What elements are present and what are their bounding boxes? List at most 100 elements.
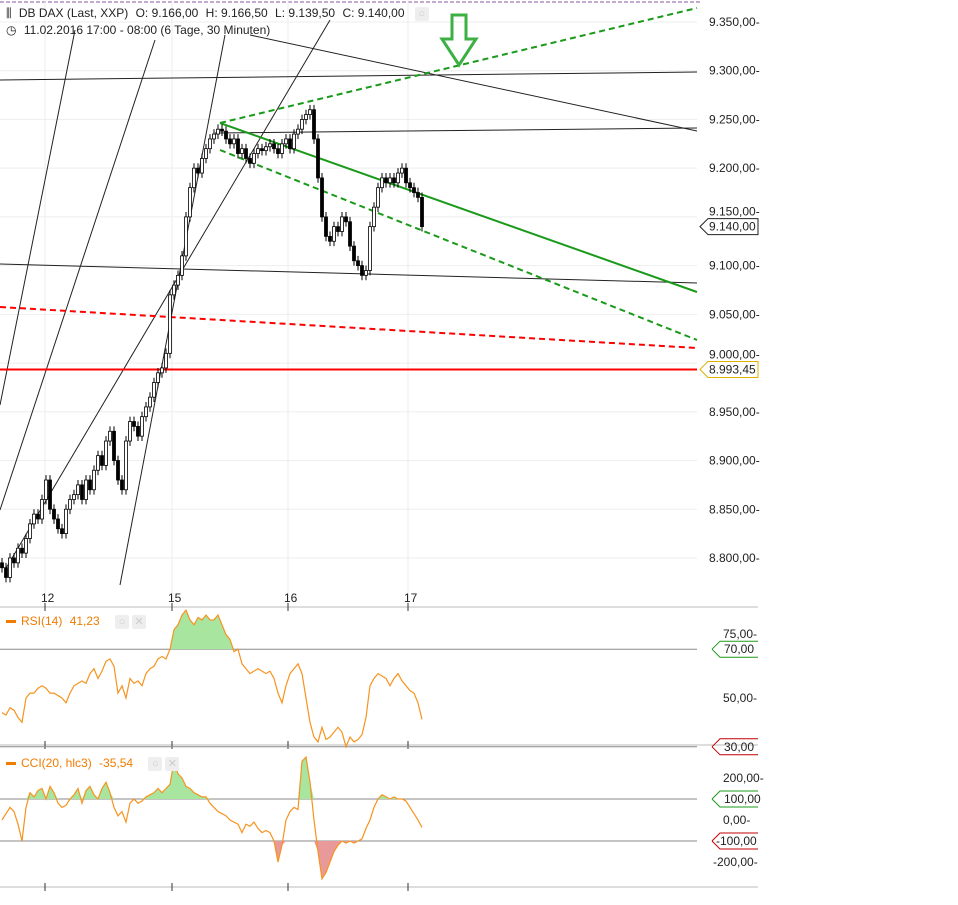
candle-body	[388, 177, 392, 184]
horizontal-level-label: 8.993,45	[709, 362, 756, 376]
candle-body	[384, 177, 388, 184]
candle-body	[164, 352, 168, 369]
candle-body	[52, 508, 56, 520]
candle-body	[208, 138, 212, 150]
candle-body	[120, 479, 124, 491]
candle-body	[348, 221, 352, 247]
last-price-label-box	[699, 218, 759, 236]
rsi-settings-icon[interactable]: ○	[115, 614, 130, 629]
candle-body	[420, 197, 424, 228]
candle-body	[312, 109, 316, 140]
cci-legend: CCI(20, hlc3) -35,54 ○ ✕	[6, 756, 180, 771]
candle-body	[220, 128, 224, 132]
candle-body	[256, 148, 260, 154]
candle-body	[284, 138, 288, 145]
trendline	[0, 263, 698, 284]
candle-body	[288, 138, 292, 150]
candle-body	[264, 146, 268, 152]
candle-body	[36, 513, 40, 520]
last-price-label: 9.140,00	[709, 220, 756, 234]
close-value: C: 9.140,00	[342, 6, 405, 20]
candle-body	[352, 245, 356, 262]
trendline	[249, 34, 698, 132]
candle-body	[396, 172, 400, 184]
time-tick-label: 16	[284, 591, 298, 605]
candle-body	[148, 396, 152, 408]
price-tick-label: 9.350,00-	[709, 15, 760, 29]
candle-body	[240, 148, 244, 154]
candle-body	[172, 284, 176, 296]
candle-body	[248, 158, 252, 164]
instrument-info: ⫼ DB DAX (Last, XXP) O: 9.166,00 H: 9.16…	[6, 6, 433, 21]
cci-value: -35,54	[99, 756, 134, 770]
candle-body	[236, 138, 240, 154]
candle-body	[28, 523, 32, 539]
candle-body	[200, 158, 204, 174]
price-tick-label: 9.300,00-	[709, 64, 760, 78]
candle-body	[368, 226, 372, 271]
indicator-tick-label: 200,00-	[723, 771, 764, 785]
candle-body	[204, 148, 208, 159]
candle-body	[68, 499, 72, 510]
candle-body	[176, 274, 180, 286]
time-tick-label: 17	[404, 591, 418, 605]
candle-body	[104, 440, 108, 466]
trendline	[214, 127, 698, 134]
candle-body	[252, 153, 256, 164]
cci-settings-icon[interactable]: ○	[148, 756, 163, 771]
candle-body	[76, 484, 80, 496]
candle-body	[416, 192, 420, 198]
candle-body	[344, 216, 348, 223]
cci-close-icon[interactable]: ✕	[165, 756, 180, 771]
trendline	[219, 149, 698, 341]
candle-body	[404, 167, 408, 184]
candle-body	[412, 187, 416, 193]
rsi-title: RSI(14)	[21, 614, 63, 628]
settings-icon[interactable]: ○	[414, 6, 429, 21]
candle-body	[112, 430, 116, 461]
clock-icon: ◷	[6, 23, 17, 37]
candle-body	[100, 455, 104, 466]
price-tick-label: 9.100,00-	[709, 259, 760, 273]
candle-body	[72, 494, 76, 500]
candle-body	[152, 382, 156, 398]
overbought-area	[2, 610, 422, 650]
price-tick-label: 8.800,00-	[709, 551, 760, 565]
candle-body	[8, 557, 12, 578]
price-tick-label: 8.950,00-	[709, 405, 760, 419]
candle-body	[40, 499, 44, 520]
candle-body	[336, 226, 340, 232]
candle-body	[320, 177, 324, 218]
trendline	[119, 34, 226, 586]
candle-body	[300, 119, 304, 130]
candle-body	[32, 513, 36, 525]
indicator-level-label: -100,00	[716, 834, 757, 848]
candle-body	[360, 265, 364, 276]
candle-body	[144, 406, 148, 418]
candle-body	[196, 167, 200, 174]
oversold-area	[2, 841, 422, 879]
indicator-tick-label: -200,00-	[713, 855, 758, 869]
overbought-area	[2, 757, 422, 799]
candle-body	[304, 114, 308, 120]
indicator-level-box	[711, 790, 758, 808]
indicator-level-label: 70,00	[724, 642, 754, 656]
candle-body	[276, 148, 280, 154]
indicator-level-box	[711, 640, 758, 658]
candle-body	[156, 372, 160, 383]
candle-body	[124, 440, 128, 491]
candle-body	[260, 148, 264, 152]
time-tick-label: 15	[168, 591, 182, 605]
open-value: O: 9.166,00	[135, 6, 199, 20]
candle-body	[80, 484, 84, 500]
horizontal-level-label-box	[699, 360, 759, 378]
candle-body	[224, 130, 228, 140]
candle-body	[92, 469, 96, 491]
candle-body	[356, 260, 360, 267]
candle-body	[212, 133, 216, 140]
candle-body	[328, 235, 332, 242]
candle-body	[216, 128, 220, 135]
rsi-close-icon[interactable]: ✕	[132, 614, 147, 629]
